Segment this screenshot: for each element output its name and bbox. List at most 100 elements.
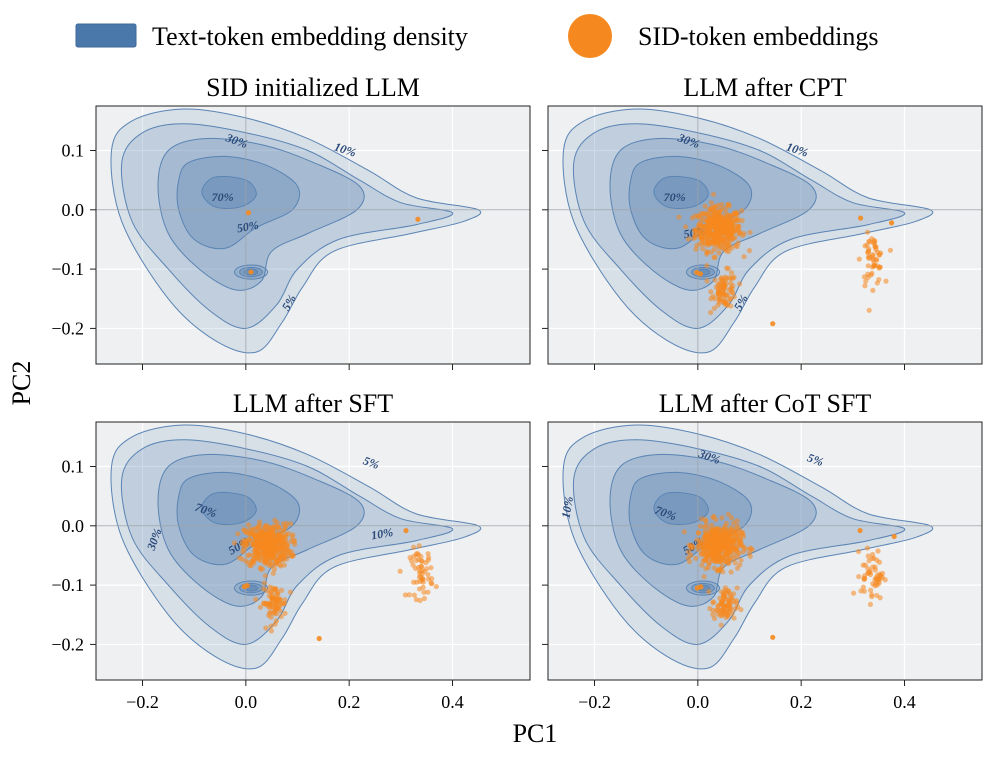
- sid-point: [700, 246, 706, 252]
- sid-point: [239, 541, 245, 547]
- sid-point: [250, 531, 256, 537]
- sid-point: [718, 205, 725, 212]
- sid-point: [433, 583, 439, 590]
- sid-point: [695, 543, 701, 549]
- sid-point: [243, 529, 249, 536]
- contour-label: 5%: [279, 292, 299, 313]
- sid-point: [421, 589, 427, 595]
- sid-point: [738, 529, 744, 536]
- sid-point: [736, 542, 743, 548]
- sid-point: [268, 589, 274, 595]
- sid-point: [874, 557, 880, 563]
- sid-point: [770, 321, 776, 327]
- sid-point: [425, 557, 431, 563]
- sid-cluster-4: [694, 584, 704, 591]
- y-tick-label: −0.1: [51, 575, 84, 595]
- sid-point: [408, 558, 415, 564]
- sid-point: [709, 522, 715, 528]
- sid-point: [419, 558, 425, 564]
- sid-cluster-3: [397, 543, 439, 604]
- y-tick-label: 0.0: [62, 200, 85, 220]
- sid-point: [731, 543, 737, 549]
- sid-point: [421, 595, 428, 602]
- sid-point: [717, 567, 723, 573]
- sid-point: [719, 201, 725, 208]
- sid-point: [268, 623, 274, 629]
- sid-point: [689, 542, 695, 549]
- sid-point: [704, 249, 711, 255]
- y-tick-label: 0.1: [62, 140, 85, 160]
- sid-point: [416, 543, 422, 549]
- panel-title: LLM after CoT SFT: [659, 389, 872, 418]
- sid-point: [856, 573, 862, 580]
- sid-cluster-2: [415, 216, 421, 222]
- x-tick-label: 0.0: [235, 692, 258, 712]
- sid-point: [867, 601, 874, 607]
- sid-point: [705, 226, 711, 232]
- sid-point: [870, 253, 876, 259]
- panel-frame: [547, 105, 983, 365]
- sid-point: [870, 287, 876, 293]
- contour-label: 70%: [212, 190, 234, 204]
- sid-point: [282, 525, 288, 531]
- sid-point: [721, 603, 727, 610]
- x-axis-title: PC1: [513, 719, 558, 748]
- sid-point: [256, 519, 263, 525]
- y-axis-title: PC2: [7, 361, 36, 406]
- sid-point: [284, 556, 290, 562]
- sid-point: [287, 521, 294, 527]
- sid-point: [700, 210, 706, 217]
- sid-point: [425, 589, 431, 595]
- sid-point: [693, 246, 699, 252]
- sid-point: [866, 255, 872, 262]
- sid-point: [316, 635, 322, 642]
- sid-point: [702, 529, 708, 535]
- panel-background: [548, 422, 982, 680]
- sid-point: [718, 214, 724, 220]
- sid-point: [709, 527, 715, 533]
- sid-point: [747, 229, 753, 235]
- contour-label: 10%: [785, 140, 810, 160]
- sid-point: [730, 552, 736, 558]
- sid-point: [726, 535, 732, 541]
- sid-point: [723, 530, 729, 536]
- panel-title: SID initialized LLM: [206, 73, 420, 102]
- x-tick-label: 0.2: [338, 692, 361, 712]
- sid-point: [244, 583, 250, 589]
- sid-point: [262, 573, 268, 579]
- sid-point: [719, 280, 726, 286]
- sid-point: [706, 589, 712, 595]
- sid-point: [728, 569, 734, 575]
- sid-point: [239, 556, 245, 562]
- sid-point: [719, 515, 725, 521]
- sid-point: [738, 557, 744, 563]
- panel-title: LLM after CPT: [683, 73, 846, 102]
- sid-cluster-6: [770, 321, 776, 327]
- sid-point: [689, 215, 696, 221]
- x-tick-label: −0.2: [126, 692, 159, 712]
- sid-point: [262, 559, 268, 565]
- sid-point: [867, 587, 874, 593]
- sid-point: [425, 551, 431, 557]
- sid-point: [730, 275, 736, 281]
- sid-point: [861, 575, 867, 582]
- sid-point: [733, 598, 740, 604]
- sid-point: [867, 568, 873, 574]
- sid-point: [858, 588, 864, 594]
- sid-point: [705, 237, 711, 243]
- sid-point: [247, 563, 253, 569]
- sid-point: [730, 283, 736, 289]
- sid-point: [851, 590, 857, 596]
- sid-cluster-6: [770, 634, 776, 640]
- sid-point: [857, 527, 863, 534]
- sid-point: [717, 296, 723, 302]
- sid-point: [710, 514, 716, 521]
- sid-point: [870, 581, 876, 587]
- sid-point: [719, 589, 725, 595]
- panel-2: 30%10%70%50%5%LLM after CPT: [542, 73, 983, 370]
- panel-title: LLM after SFT: [233, 389, 393, 418]
- sid-point: [275, 533, 281, 539]
- sid-point: [692, 227, 698, 233]
- sid-point: [706, 530, 712, 536]
- sid-cluster-2: [706, 585, 744, 628]
